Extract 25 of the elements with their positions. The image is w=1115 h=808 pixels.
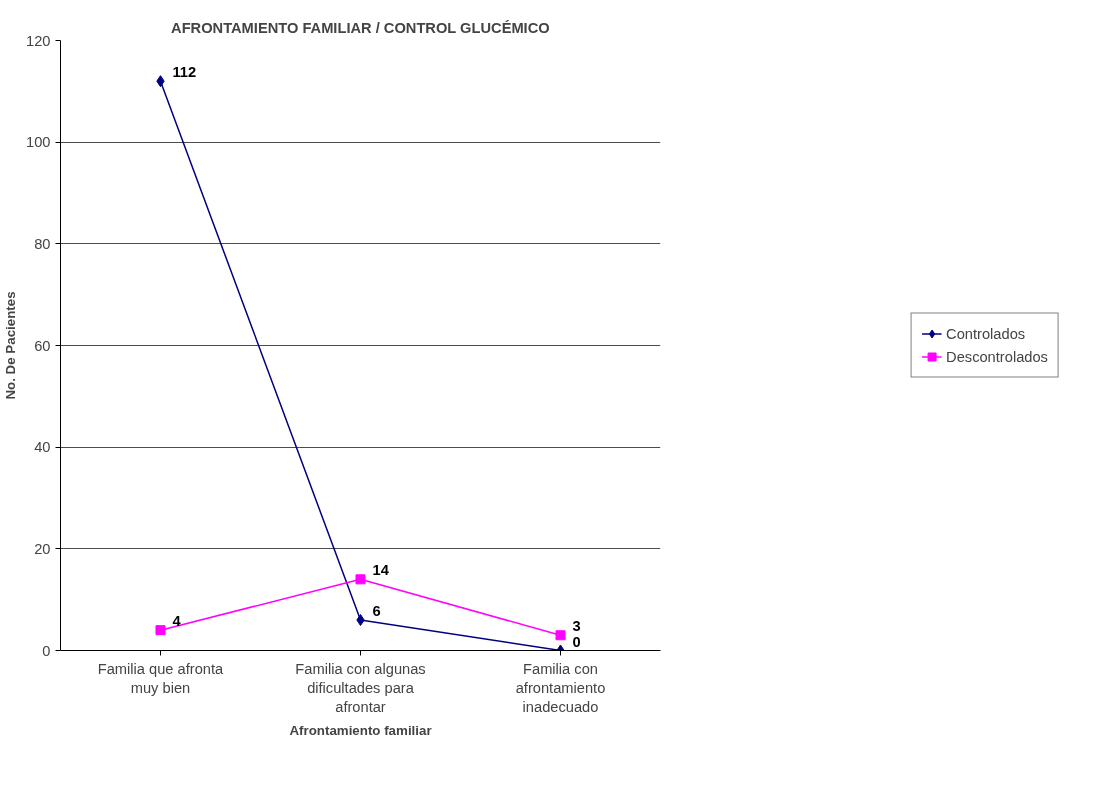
x-tick-label: Familia con afrontamiento inadecuado xyxy=(515,660,606,715)
chart-title: AFRONTAMIENTO FAMILIAR / CONTROL GLUCÉMICO xyxy=(171,19,550,36)
point xyxy=(555,630,566,641)
data-label: 14 xyxy=(372,562,390,579)
y-axis-title: No. De Pacientes xyxy=(3,291,19,400)
y-tick-label: 20 xyxy=(34,540,51,557)
y-tick-label: 80 xyxy=(34,235,51,252)
data-label: 6 xyxy=(372,603,381,619)
x-tick-label: Familia que afronta muy bien xyxy=(97,660,225,696)
point xyxy=(356,614,365,626)
y-tick-label: 60 xyxy=(34,337,51,354)
x-tick-label: Familia con algunas dificultades para afrontar xyxy=(295,660,426,715)
x-axis-title: Afrontamiento familiar xyxy=(289,722,432,738)
point xyxy=(355,574,366,585)
point xyxy=(155,625,166,636)
data-label: 4 xyxy=(172,613,182,630)
y-tick-label: 40 xyxy=(34,439,51,456)
y-tick-label: 100 xyxy=(26,134,51,151)
data-label: 0 xyxy=(572,633,581,650)
y-tick-label: 120 xyxy=(26,32,51,49)
y-tick-label: 0 xyxy=(42,642,51,659)
data-label: 3 xyxy=(572,618,581,635)
legend-label: Controlados xyxy=(946,325,1026,342)
legend-label: Descontrolados xyxy=(946,348,1048,365)
data-label: 112 xyxy=(172,64,197,81)
